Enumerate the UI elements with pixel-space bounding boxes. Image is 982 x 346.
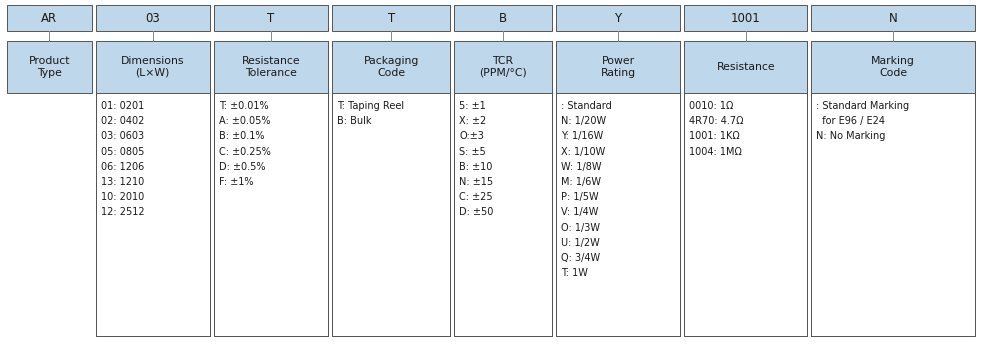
Bar (332, 5, 451, 31)
Bar (455, 41, 552, 336)
Bar (95, 41, 210, 93)
Text: 01: 0201
02: 0402
03: 0603
05: 0805
06: 1206
13: 1210
10: 2010
12: 2512: 01: 0201 02: 0402 03: 0603 05: 0805 06: … (100, 101, 144, 217)
Bar (684, 5, 807, 31)
Text: Y: Y (615, 11, 622, 25)
Text: : Standard
N: 1/20W
Y: 1/16W
X: 1/10W
W: 1/8W
M: 1/6W
P: 1/5W
V: 1/4W
O: 1/3W
U:: : Standard N: 1/20W Y: 1/16W X: 1/10W W:… (561, 101, 612, 278)
Text: T: T (388, 11, 395, 25)
Bar (684, 41, 807, 336)
Bar (95, 41, 210, 336)
Bar (556, 41, 681, 336)
Text: AR: AR (41, 11, 57, 25)
Bar (95, 41, 210, 336)
Text: Resistance: Resistance (717, 62, 775, 72)
Text: B: B (499, 11, 507, 25)
Text: 0010: 1Ω
4R70: 4.7Ω
1001: 1KΩ
1004: 1MΩ: 0010: 1Ω 4R70: 4.7Ω 1001: 1KΩ 1004: 1MΩ (689, 101, 744, 157)
Text: Dimensions
(L×W): Dimensions (L×W) (121, 56, 185, 78)
Bar (556, 5, 681, 31)
Text: Resistance
Tolerance: Resistance Tolerance (242, 56, 300, 78)
Text: 5: ±1
X: ±2
O:±3
S: ±5
B: ±10
N: ±15
C: ±25
D: ±50: 5: ±1 X: ±2 O:±3 S: ±5 B: ±10 N: ±15 C: … (460, 101, 494, 217)
Bar (455, 41, 552, 336)
Text: T: T (267, 11, 275, 25)
Bar (332, 41, 451, 93)
Bar (811, 41, 975, 336)
Bar (556, 41, 681, 93)
Bar (332, 41, 451, 336)
Text: T: ±0.01%
A: ±0.05%
B: ±0.1%
C: ±0.25%
D: ±0.5%
F: ±1%: T: ±0.01% A: ±0.05% B: ±0.1% C: ±0.25% D… (219, 101, 271, 187)
Text: 03: 03 (145, 11, 160, 25)
Bar (214, 41, 328, 336)
Text: Product
Type: Product Type (28, 56, 70, 78)
Bar (7, 5, 91, 31)
Bar (214, 41, 328, 93)
Bar (684, 41, 807, 93)
Bar (811, 41, 975, 93)
Bar (556, 41, 681, 336)
Bar (455, 5, 552, 31)
Bar (811, 41, 975, 336)
Bar (455, 41, 552, 93)
Text: Marking
Code: Marking Code (871, 56, 915, 78)
Bar (684, 41, 807, 336)
Bar (214, 41, 328, 336)
Bar (95, 5, 210, 31)
Bar (7, 41, 91, 93)
Bar (332, 41, 451, 336)
Text: Packaging
Code: Packaging Code (363, 56, 419, 78)
Text: Power
Rating: Power Rating (601, 56, 635, 78)
Text: TCR
(PPM/°C): TCR (PPM/°C) (479, 56, 527, 78)
Bar (811, 5, 975, 31)
Text: T: Taping Reel
B: Bulk: T: Taping Reel B: Bulk (337, 101, 405, 126)
Text: N: N (889, 11, 898, 25)
Text: : Standard Marking
  for E96 / E24
N: No Marking: : Standard Marking for E96 / E24 N: No M… (816, 101, 909, 142)
Bar (214, 5, 328, 31)
Text: 1001: 1001 (731, 11, 761, 25)
